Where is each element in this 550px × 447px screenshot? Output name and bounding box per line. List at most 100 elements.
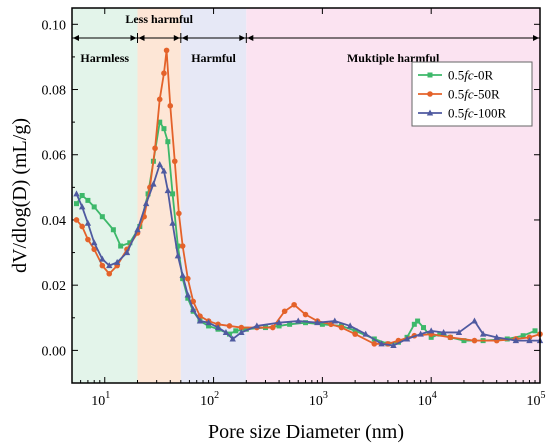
data-point bbox=[206, 323, 212, 329]
data-point bbox=[287, 321, 293, 327]
data-point bbox=[378, 340, 385, 347]
x-tick-label: 103 bbox=[309, 390, 328, 409]
data-point bbox=[106, 262, 113, 269]
data-point bbox=[167, 103, 174, 109]
legend-label: 0.5fc-0R bbox=[448, 68, 493, 83]
data-point bbox=[229, 335, 236, 342]
data-point bbox=[205, 319, 212, 326]
data-point bbox=[314, 319, 321, 326]
data-point bbox=[99, 214, 105, 220]
data-point bbox=[427, 327, 435, 334]
tick-layer: 0.00 0.02 0.04 0.06 0.08 0.10 101 102 103 104 105 bbox=[42, 8, 546, 409]
data-point bbox=[73, 190, 80, 197]
data-point bbox=[303, 320, 309, 326]
data-point bbox=[85, 236, 91, 243]
data-point bbox=[179, 243, 186, 249]
data-point bbox=[150, 180, 157, 187]
data-point bbox=[253, 322, 261, 329]
data-point bbox=[190, 298, 197, 305]
data-point bbox=[222, 328, 230, 335]
data-point bbox=[426, 109, 434, 116]
y-axis-title: dV/dlog(D) (mL/g) bbox=[9, 118, 31, 273]
data-point bbox=[461, 338, 467, 344]
data-point bbox=[152, 145, 158, 152]
data-point bbox=[427, 91, 433, 97]
y-tick-label: 0.06 bbox=[42, 149, 67, 164]
data-point bbox=[319, 321, 325, 327]
data-point bbox=[346, 322, 354, 329]
data-point bbox=[91, 239, 98, 246]
data-point bbox=[338, 324, 345, 331]
data-point bbox=[331, 317, 338, 324]
data-point bbox=[415, 318, 421, 324]
data-point bbox=[169, 219, 176, 226]
data-point bbox=[526, 337, 533, 344]
data-point bbox=[417, 330, 424, 337]
data-point bbox=[276, 323, 282, 329]
data-point bbox=[233, 328, 239, 334]
data-point bbox=[156, 96, 163, 103]
data-point bbox=[175, 243, 181, 249]
data-point bbox=[532, 328, 538, 334]
data-point bbox=[214, 324, 222, 331]
data-point bbox=[471, 317, 478, 324]
region-band bbox=[180, 8, 247, 383]
y-tick-label: 0.10 bbox=[42, 18, 67, 33]
region-arrowhead bbox=[247, 35, 254, 41]
data-point bbox=[163, 47, 170, 54]
data-point bbox=[99, 262, 106, 269]
y-tick-label: 0.08 bbox=[42, 84, 67, 99]
data-point bbox=[295, 317, 302, 324]
data-point bbox=[142, 200, 150, 207]
data-point bbox=[84, 219, 92, 226]
y-tick-label: 0.04 bbox=[42, 214, 67, 229]
data-point bbox=[110, 227, 116, 233]
data-point bbox=[362, 330, 369, 337]
region-arrowhead bbox=[138, 35, 145, 41]
data-point bbox=[127, 240, 133, 246]
data-point bbox=[447, 334, 454, 341]
x-tick-label: 105 bbox=[527, 390, 546, 409]
x-tick-label: 101 bbox=[91, 390, 110, 409]
region-label: Less harmful bbox=[125, 12, 193, 26]
plot-frame bbox=[71, 7, 541, 384]
data-point bbox=[156, 161, 163, 168]
data-point bbox=[171, 158, 178, 165]
region-arrowhead bbox=[130, 35, 137, 41]
legend-label: 0.5fc-100R bbox=[448, 106, 506, 121]
data-point bbox=[238, 328, 245, 335]
data-point bbox=[411, 321, 417, 327]
data-point bbox=[390, 342, 397, 348]
data-point bbox=[291, 301, 297, 308]
data-point bbox=[243, 326, 249, 332]
data-point bbox=[118, 243, 124, 249]
legend: 0.5fc-0R 0.5fc-50R 0.5fc-100R bbox=[411, 61, 533, 127]
data-point bbox=[176, 210, 182, 217]
series-layer bbox=[73, 47, 544, 348]
data-point bbox=[123, 249, 131, 256]
y-tick-label: 0.02 bbox=[42, 279, 67, 294]
data-point bbox=[161, 126, 167, 132]
data-point bbox=[520, 333, 526, 339]
data-point bbox=[179, 271, 186, 278]
data-point bbox=[238, 324, 245, 331]
data-point bbox=[428, 334, 434, 340]
data-point bbox=[421, 325, 427, 331]
data-point bbox=[440, 328, 447, 335]
data-point bbox=[106, 270, 113, 277]
data-point bbox=[164, 187, 172, 194]
data-point bbox=[184, 291, 192, 298]
series-2 bbox=[73, 161, 544, 348]
data-point bbox=[190, 306, 197, 313]
data-point bbox=[437, 331, 443, 337]
data-point bbox=[371, 341, 378, 347]
region-label: Harmless bbox=[80, 51, 129, 65]
data-point bbox=[185, 275, 191, 282]
x-tick-label: 102 bbox=[200, 390, 219, 409]
data-point bbox=[161, 70, 167, 77]
region-arrowhead bbox=[73, 35, 79, 41]
data-point bbox=[160, 167, 168, 174]
data-point bbox=[73, 217, 80, 223]
